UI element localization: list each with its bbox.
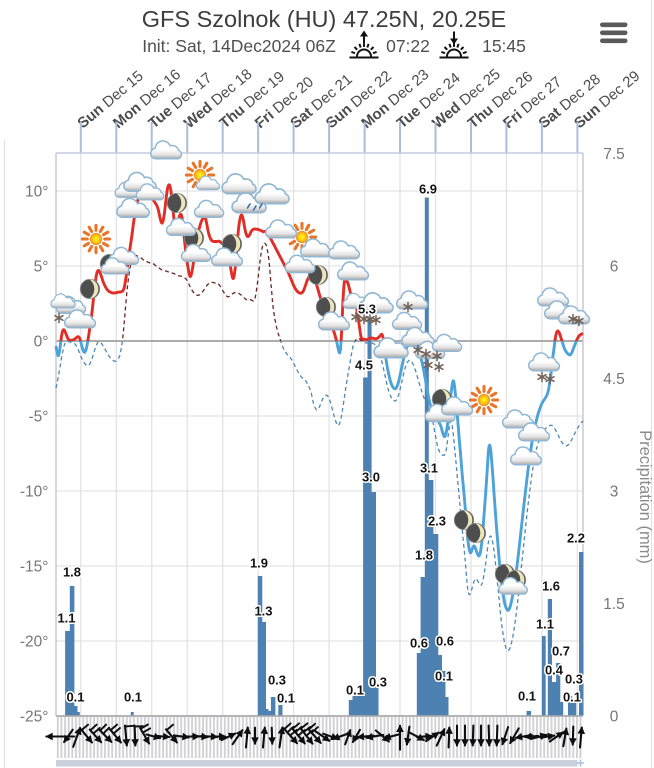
svg-text:0.7: 0.7 bbox=[552, 644, 570, 659]
svg-text:0.3: 0.3 bbox=[369, 675, 387, 690]
svg-text:0.1: 0.1 bbox=[124, 690, 142, 705]
svg-text:5.3: 5.3 bbox=[358, 302, 376, 317]
svg-text:3.0: 3.0 bbox=[362, 470, 380, 485]
svg-text:0.1: 0.1 bbox=[563, 690, 581, 705]
svg-text:-15°: -15° bbox=[20, 558, 49, 575]
svg-text:0.1: 0.1 bbox=[277, 691, 295, 706]
svg-text:5°: 5° bbox=[34, 258, 49, 275]
svg-text:1.5: 1.5 bbox=[603, 596, 625, 613]
svg-text:0.1: 0.1 bbox=[346, 683, 364, 698]
svg-text:2.2: 2.2 bbox=[567, 531, 585, 546]
svg-text:0.1: 0.1 bbox=[66, 690, 84, 705]
svg-text:07:22: 07:22 bbox=[386, 36, 430, 56]
svg-text:0.6: 0.6 bbox=[410, 636, 428, 651]
svg-text:-20°: -20° bbox=[20, 633, 49, 650]
svg-text:1.8: 1.8 bbox=[63, 565, 81, 580]
svg-text:3: 3 bbox=[610, 483, 619, 500]
svg-text:-5°: -5° bbox=[29, 408, 49, 425]
svg-text:0.6: 0.6 bbox=[436, 634, 454, 649]
svg-text:6: 6 bbox=[610, 258, 619, 275]
svg-text:15:45: 15:45 bbox=[482, 36, 526, 56]
svg-text:4.5: 4.5 bbox=[603, 371, 625, 388]
svg-text:0.1: 0.1 bbox=[435, 669, 453, 684]
svg-text:10°: 10° bbox=[25, 183, 48, 200]
svg-text:Init: Sat, 14Dec2024 06Z: Init: Sat, 14Dec2024 06Z bbox=[142, 36, 336, 56]
svg-text:0.4: 0.4 bbox=[545, 663, 564, 678]
svg-text:Precipitation (mm): Precipitation (mm) bbox=[636, 430, 654, 564]
svg-text:7.5: 7.5 bbox=[603, 146, 625, 163]
svg-text:3.1: 3.1 bbox=[420, 461, 438, 476]
svg-text:4.5: 4.5 bbox=[355, 358, 373, 373]
svg-text:1.1: 1.1 bbox=[536, 617, 554, 632]
svg-text:2.3: 2.3 bbox=[428, 514, 446, 529]
svg-text:0.1: 0.1 bbox=[518, 689, 536, 704]
svg-text:1.3: 1.3 bbox=[254, 604, 272, 619]
svg-text:0°: 0° bbox=[34, 333, 49, 350]
svg-text:0: 0 bbox=[610, 708, 619, 725]
svg-text:0.3: 0.3 bbox=[268, 673, 286, 688]
svg-text:1.6: 1.6 bbox=[542, 579, 560, 594]
svg-text:1.1: 1.1 bbox=[57, 611, 75, 626]
svg-text:1.8: 1.8 bbox=[415, 548, 433, 563]
svg-text:6.9: 6.9 bbox=[419, 182, 437, 197]
svg-text:1.9: 1.9 bbox=[250, 556, 268, 571]
svg-text:-25°: -25° bbox=[20, 708, 49, 725]
svg-text:0.3: 0.3 bbox=[565, 672, 583, 687]
svg-text:-10°: -10° bbox=[20, 483, 49, 500]
svg-text:GFS Szolnok (HU) 47.25N, 20.25: GFS Szolnok (HU) 47.25N, 20.25E bbox=[142, 6, 506, 32]
